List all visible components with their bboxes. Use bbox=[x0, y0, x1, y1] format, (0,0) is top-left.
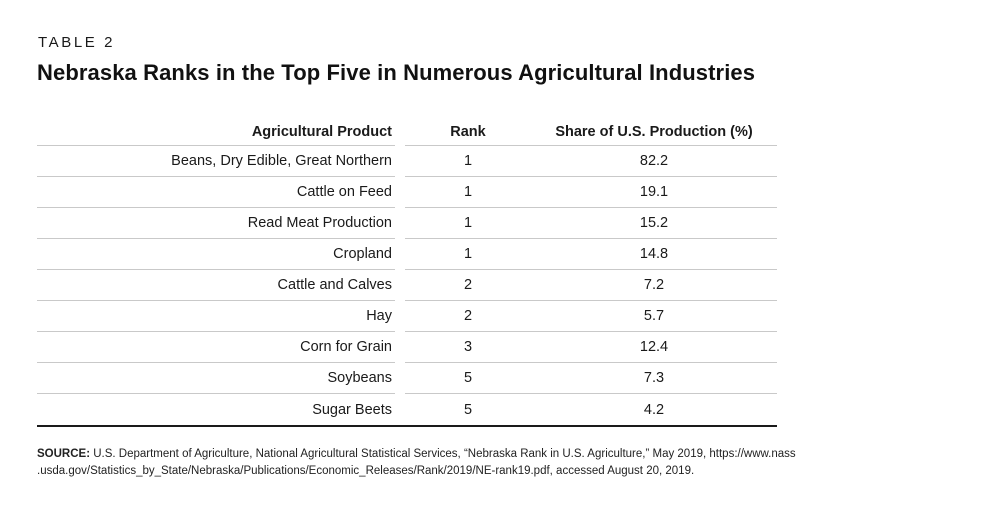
cell-share: 15.2 bbox=[639, 215, 669, 231]
cell-rank: 1 bbox=[463, 215, 473, 231]
column-header-product: Agricultural Product bbox=[251, 123, 392, 140]
table-row: Cattle and Calves 2 7.2 bbox=[37, 270, 777, 301]
cell-share: 5.7 bbox=[643, 308, 665, 324]
table-label: TABLE 2 bbox=[38, 34, 116, 51]
column-gap bbox=[395, 208, 405, 239]
cell-share: 14.8 bbox=[639, 246, 669, 262]
cell-product: Cattle and Calves bbox=[277, 277, 392, 293]
cell-product: Read Meat Production bbox=[247, 215, 392, 231]
cell-share: 82.2 bbox=[639, 153, 669, 169]
column-gap bbox=[395, 394, 405, 425]
cell-rank: 1 bbox=[463, 153, 473, 169]
source-text-1: U.S. Department of Agriculture, National… bbox=[93, 448, 796, 460]
table-header-row: Agricultural Product Rank Share of U.S. … bbox=[37, 118, 777, 146]
cell-product: Cropland bbox=[333, 246, 392, 262]
cell-rank: 3 bbox=[463, 339, 473, 355]
table-row: Sugar Beets 5 4.2 bbox=[37, 394, 777, 425]
column-gap bbox=[395, 118, 405, 146]
cell-product: Beans, Dry Edible, Great Northern bbox=[171, 153, 392, 169]
cell-share: 19.1 bbox=[639, 184, 669, 200]
cell-share: 7.2 bbox=[643, 277, 665, 293]
column-header-share: Share of U.S. Production (%) bbox=[555, 123, 753, 140]
table-row: Hay 2 5.7 bbox=[37, 301, 777, 332]
page-title: Nebraska Ranks in the Top Five in Numero… bbox=[37, 60, 756, 85]
cell-rank: 5 bbox=[463, 401, 473, 418]
cell-product: Corn for Grain bbox=[300, 339, 392, 355]
column-header-rank: Rank bbox=[450, 123, 486, 140]
cell-rank: 2 bbox=[463, 308, 473, 324]
cell-share: 7.3 bbox=[643, 370, 665, 386]
cell-product: Hay bbox=[366, 308, 392, 324]
table-row: Beans, Dry Edible, Great Northern 1 82.2 bbox=[37, 146, 777, 177]
table-row: Soybeans 5 7.3 bbox=[37, 363, 777, 394]
cell-share: 12.4 bbox=[639, 339, 669, 355]
cell-rank: 1 bbox=[463, 246, 473, 262]
cell-share: 4.2 bbox=[643, 401, 665, 418]
column-gap bbox=[395, 146, 405, 177]
column-gap bbox=[395, 363, 405, 394]
table-row: Corn for Grain 3 12.4 bbox=[37, 332, 777, 363]
cell-product: Soybeans bbox=[327, 370, 393, 386]
source-label: SOURCE: bbox=[37, 448, 91, 460]
column-gap bbox=[395, 332, 405, 363]
source-note: SOURCE: U.S. Department of Agriculture, … bbox=[37, 446, 982, 480]
cell-rank: 1 bbox=[463, 184, 473, 200]
table-row: Cropland 1 14.8 bbox=[37, 239, 777, 270]
table-row: Read Meat Production 1 15.2 bbox=[37, 208, 777, 239]
table-row: Cattle on Feed 1 19.1 bbox=[37, 177, 777, 208]
source-line-1: SOURCE: U.S. Department of Agriculture, … bbox=[37, 446, 982, 463]
cell-product: Sugar Beets bbox=[312, 401, 392, 418]
header-product-segment: Agricultural Product bbox=[37, 118, 395, 146]
data-table: Agricultural Product Rank Share of U.S. … bbox=[37, 118, 777, 427]
column-gap bbox=[395, 301, 405, 332]
column-gap bbox=[395, 177, 405, 208]
source-line-2: .usda.gov/Statistics_by_State/Nebraska/P… bbox=[37, 465, 695, 477]
cell-product: Cattle on Feed bbox=[296, 184, 392, 200]
header-values-segment: Rank Share of U.S. Production (%) bbox=[405, 118, 777, 146]
cell-rank: 2 bbox=[463, 277, 473, 293]
column-gap bbox=[395, 239, 405, 270]
column-gap bbox=[395, 270, 405, 301]
cell-rank: 5 bbox=[463, 370, 473, 386]
